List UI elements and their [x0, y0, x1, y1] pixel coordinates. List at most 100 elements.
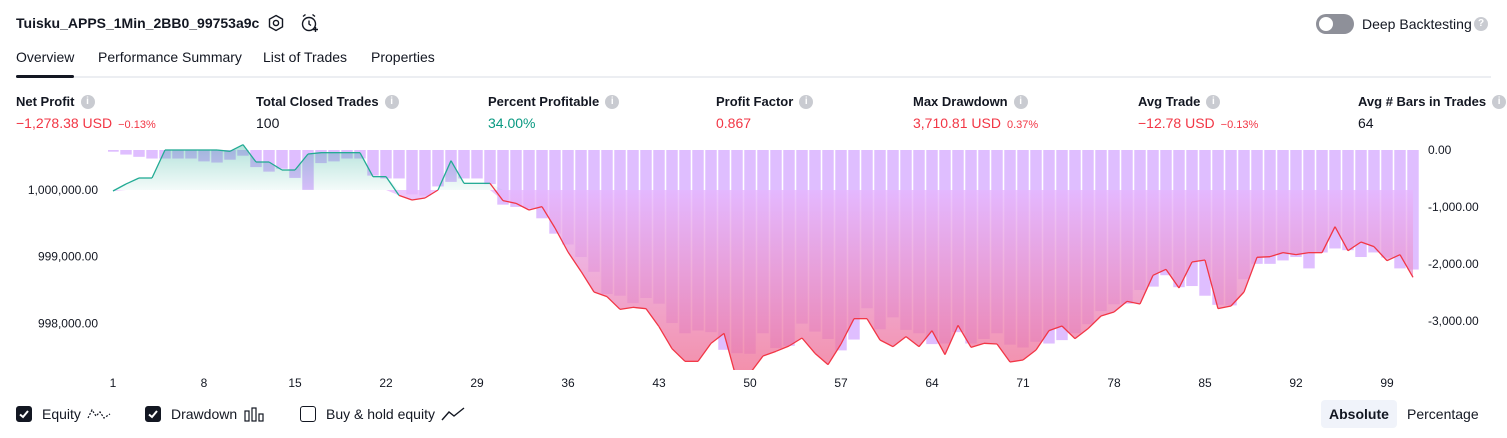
equity-line-segment	[762, 350, 777, 357]
equity-line-segment	[593, 291, 608, 298]
drawdown-bar	[250, 150, 262, 168]
buy-hold-checkbox[interactable]	[300, 406, 316, 422]
help-icon[interactable]: i	[384, 94, 399, 109]
x-axis-tick-label: 15	[288, 376, 302, 390]
tab-list-of-trades[interactable]: List of Trades	[263, 49, 348, 65]
strategy-header: Tuisku_APPS_1Min_2BB0_99753a9c Deep Back…	[0, 0, 1507, 46]
drawdown-bar	[146, 150, 158, 159]
drawdown-bar	[133, 150, 145, 157]
metric-avg-trade: Avg Trade i −12.78 USD −0.13%	[1138, 94, 1258, 131]
equity-profit-area	[113, 144, 1413, 190]
tab-performance-summary[interactable]: Performance Summary	[98, 49, 242, 65]
absolute-button[interactable]: Absolute	[1321, 400, 1397, 428]
equity-line-segment	[775, 345, 790, 352]
drawdown-bar	[432, 150, 444, 187]
drawdown-bar	[380, 150, 392, 179]
percentage-button[interactable]: Percentage	[1407, 406, 1479, 422]
deep-backtesting-toggle[interactable]	[1316, 14, 1354, 34]
metric-label: Total Closed Trades	[256, 94, 379, 109]
x-axis-tick-label: 64	[925, 376, 939, 390]
drawdown-axis-tick-label: 0.00	[1428, 143, 1452, 157]
equity-line-segment	[1282, 252, 1297, 256]
help-icon[interactable]: i	[1492, 94, 1507, 109]
x-axis-tick-label: 71	[1016, 376, 1030, 390]
equity-line-segment	[1048, 325, 1063, 332]
equity-line-segment	[424, 189, 439, 199]
equity-line-segment	[1269, 252, 1284, 258]
legend-buy-hold[interactable]: Buy & hold equity	[300, 402, 465, 426]
equity-line-segment	[229, 144, 244, 152]
equity-line-segment	[1152, 268, 1167, 276]
drawdown-bar	[523, 150, 535, 209]
drawdown-bar	[263, 150, 275, 172]
equity-line-segment	[1321, 226, 1336, 253]
equity-line-segment	[528, 206, 543, 211]
drawdown-bars-icon	[243, 406, 265, 422]
help-icon[interactable]: i	[80, 94, 95, 109]
x-axis-tick-label: 57	[834, 376, 848, 390]
help-icon[interactable]: ?	[1474, 17, 1488, 31]
equity-line-segment	[1334, 226, 1349, 251]
add-alert-clock-icon[interactable]	[299, 12, 321, 34]
equity-line-segment	[723, 333, 735, 370]
y-axis-tick-label: 998,000.00	[38, 316, 98, 330]
help-icon[interactable]: i	[1013, 94, 1028, 109]
drawdown-bar	[419, 150, 431, 196]
drawdown-bar	[120, 150, 132, 155]
x-axis-tick-label: 78	[1107, 376, 1121, 390]
metric-value: 34.00%	[488, 115, 536, 131]
equity-line-segment	[1347, 241, 1362, 252]
metric-label: Avg # Bars in Trades	[1358, 94, 1487, 109]
equity-line-segment	[658, 326, 673, 349]
equity-line-segment	[866, 318, 881, 341]
y-axis-tick-label: 1,000,000.00	[28, 183, 98, 197]
equity-line-segment	[554, 227, 569, 253]
metric-label: Profit Factor	[716, 94, 794, 109]
settings-hex-icon[interactable]	[265, 12, 287, 34]
metric-pct: −0.13%	[1220, 119, 1259, 131]
equity-line-icon	[87, 406, 111, 422]
help-icon[interactable]: i	[605, 94, 620, 109]
legend-equity[interactable]: Equity	[16, 402, 111, 426]
equity-line-segment	[814, 352, 829, 366]
strategy-title: Tuisku_APPS_1Min_2BB0_99753a9c	[16, 15, 260, 31]
equity-line-segment	[294, 153, 309, 171]
drawdown-axis-tick-label: -3,000.00	[1428, 314, 1479, 328]
equity-line-segment	[125, 177, 140, 185]
equity-line-segment	[788, 337, 803, 347]
equity-line-segment	[1074, 328, 1089, 340]
equity-checkbox[interactable]	[16, 406, 32, 422]
tab-overview[interactable]: Overview	[16, 49, 75, 78]
equity-line-segment	[385, 176, 400, 196]
equity-line-segment	[751, 355, 764, 370]
equity-drawdown-chart[interactable]: 1,000,000.00 999,000.00 998,000.00 0.00 -1,0…	[0, 140, 1507, 392]
equity-line-segment	[398, 194, 413, 201]
equity-line-segment	[307, 152, 322, 155]
equity-line-segment	[151, 149, 166, 179]
drawdown-bar	[536, 150, 548, 219]
drawdown-bar	[458, 150, 470, 179]
drawdown-checkbox[interactable]	[145, 406, 161, 422]
equity-line-segment	[905, 336, 920, 348]
deep-backtesting-label: Deep Backtesting	[1362, 16, 1472, 32]
legend-label: Equity	[42, 406, 81, 422]
equity-line-segment	[541, 206, 556, 229]
drawdown-bar	[406, 150, 418, 195]
equity-line-segment	[645, 308, 660, 328]
help-icon[interactable]: i	[1206, 94, 1221, 109]
equity-line-segment	[216, 149, 231, 152]
legend-drawdown[interactable]: Drawdown	[145, 402, 265, 426]
help-icon[interactable]: i	[799, 94, 814, 109]
metric-value: 100	[256, 115, 280, 131]
drawdown-bar	[289, 150, 301, 178]
x-axis-tick-label: 8	[201, 376, 208, 390]
equity-line-segment	[1139, 275, 1154, 305]
x-axis-tick-label: 99	[1380, 376, 1394, 390]
equity-line-segment	[606, 296, 621, 310]
toggle-knob	[1319, 17, 1333, 31]
metric-pct: 0.37%	[1006, 119, 1039, 131]
equity-line-segment	[840, 318, 855, 345]
tab-properties[interactable]: Properties	[371, 49, 435, 65]
metric-avg-bars: Avg # Bars in Trades i 64	[1358, 94, 1507, 131]
equity-line-segment	[996, 343, 1011, 363]
